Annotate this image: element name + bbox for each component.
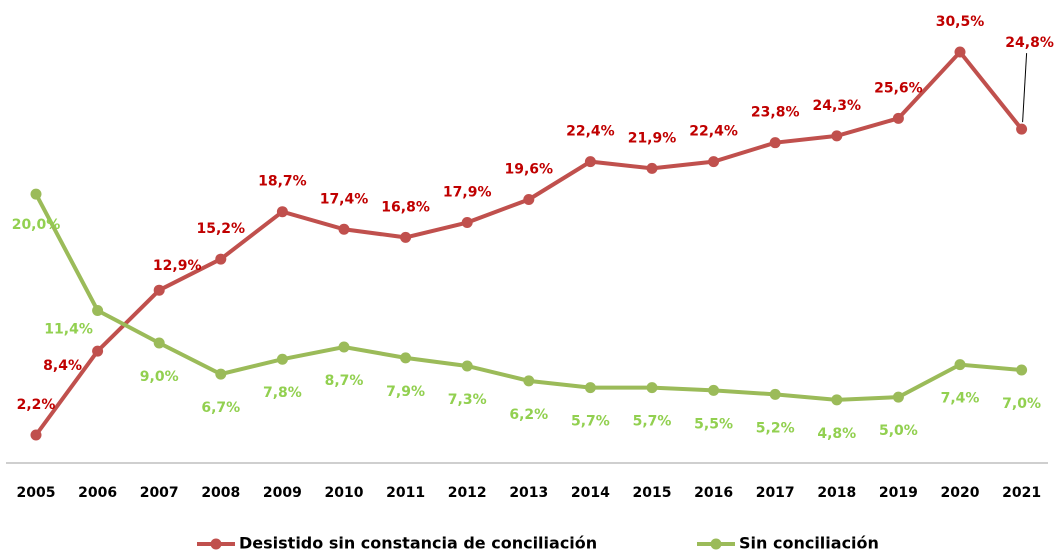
x-tick-label: 2014 <box>571 485 610 501</box>
data-label: 30,5% <box>936 14 985 30</box>
data-label: 2,2% <box>17 397 56 413</box>
data-label: 8,7% <box>325 373 364 389</box>
x-tick-label: 2015 <box>633 485 672 501</box>
x-tick-label: 2016 <box>694 485 733 501</box>
point <box>954 359 966 371</box>
data-label: 7,0% <box>1002 396 1041 412</box>
data-label: 15,2% <box>197 221 246 237</box>
x-tick-label: 2021 <box>1002 485 1041 501</box>
data-label: 17,4% <box>320 191 369 207</box>
legend-marker <box>710 538 722 550</box>
point <box>276 353 288 365</box>
point <box>769 388 781 400</box>
point <box>215 368 227 380</box>
point <box>30 429 42 441</box>
point <box>646 162 658 174</box>
data-label: 20,0% <box>12 217 61 233</box>
point <box>92 345 104 357</box>
point <box>892 391 904 403</box>
point <box>892 112 904 124</box>
point <box>769 137 781 149</box>
legend-label: Desistido sin constancia de conciliación <box>239 534 597 553</box>
data-label: 23,8% <box>751 105 800 121</box>
point <box>584 382 596 394</box>
leader-line <box>1022 53 1028 123</box>
data-label: 22,4% <box>566 124 615 140</box>
data-label: 5,7% <box>633 414 672 430</box>
point <box>831 394 843 406</box>
data-label: 21,9% <box>628 130 677 146</box>
x-tick-label: 2018 <box>817 485 856 501</box>
point <box>400 231 412 243</box>
x-tick-label: 2020 <box>941 485 980 501</box>
x-tick-label: 2006 <box>78 485 117 501</box>
x-tick-label: 2008 <box>201 485 240 501</box>
point <box>153 284 165 296</box>
point <box>92 304 104 316</box>
data-label: 22,4% <box>689 124 738 140</box>
data-label: 5,5% <box>694 416 733 432</box>
data-label: 18,7% <box>258 174 307 190</box>
point <box>1016 364 1028 376</box>
data-label: 8,4% <box>43 358 82 374</box>
data-label: 7,3% <box>448 392 487 408</box>
legend-label: Sin conciliación <box>739 534 879 553</box>
data-label: 5,0% <box>879 423 918 439</box>
data-label: 7,4% <box>941 391 980 407</box>
point <box>338 223 350 235</box>
point <box>30 188 42 200</box>
x-tick-label: 2017 <box>756 485 795 501</box>
data-label: 9,0% <box>140 369 179 385</box>
data-label: 12,9% <box>153 258 202 274</box>
data-label: 24,8% <box>1005 35 1054 51</box>
point <box>646 382 658 394</box>
data-label: 5,2% <box>756 420 795 436</box>
point <box>523 194 535 206</box>
point <box>831 130 843 142</box>
data-label: 6,2% <box>509 407 548 423</box>
data-label: 7,8% <box>263 385 302 401</box>
point <box>400 352 412 364</box>
x-tick-label: 2007 <box>140 485 179 501</box>
data-label: 7,9% <box>386 384 425 400</box>
point <box>708 156 720 168</box>
data-label: 17,9% <box>443 185 492 201</box>
x-tick-label: 2013 <box>509 485 548 501</box>
x-tick-label: 2012 <box>448 485 487 501</box>
point <box>523 375 535 387</box>
data-label: 16,8% <box>381 199 430 215</box>
data-label: 24,3% <box>813 98 862 114</box>
x-tick-label: 2019 <box>879 485 918 501</box>
point <box>276 206 288 218</box>
x-tick-label: 2010 <box>325 485 364 501</box>
point <box>1016 123 1028 135</box>
point <box>461 217 473 229</box>
point <box>584 156 596 168</box>
series-line <box>34 193 1022 402</box>
data-label: 19,6% <box>505 162 554 178</box>
data-label: 11,4% <box>44 321 93 337</box>
data-label: 6,7% <box>201 400 240 416</box>
x-tick-label: 2009 <box>263 485 302 501</box>
point <box>954 46 966 58</box>
legend-marker <box>210 538 222 550</box>
x-tick-label: 2011 <box>386 485 425 501</box>
point <box>153 337 165 349</box>
data-label: 25,6% <box>874 80 923 96</box>
point <box>461 360 473 372</box>
point <box>215 253 227 265</box>
point <box>708 384 720 396</box>
data-label: 4,8% <box>817 426 856 442</box>
point <box>338 341 350 353</box>
data-label: 5,7% <box>571 414 610 430</box>
x-tick-label: 2005 <box>17 485 56 501</box>
